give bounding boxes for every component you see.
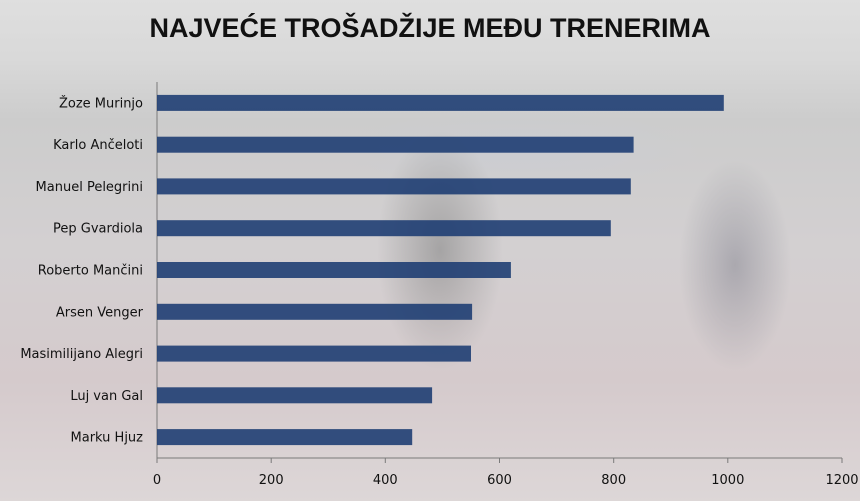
bar-3 — [157, 178, 631, 195]
bar-9 — [157, 429, 413, 446]
x-axis-ticks: 0 200 400 600 800 1000 1200 — [153, 458, 859, 488]
x-tick-label-6: 1000 — [711, 473, 744, 488]
x-tick-label-1: 0 — [153, 473, 161, 488]
category-label-9: Marku Hjuz — [71, 431, 144, 446]
chart-title: NAJVEĆE TROŠADŽIJE MEĐU TRENERIMA — [149, 13, 711, 43]
bar-1 — [157, 94, 724, 111]
category-label-4: Pep Gvardiola — [53, 222, 143, 237]
x-tick-label-2: 200 — [259, 473, 284, 488]
category-label-3: Manuel Pelegrini — [36, 180, 143, 195]
bar-8 — [157, 387, 433, 404]
bar-4 — [157, 220, 611, 237]
category-label-2: Karlo Ančeloti — [53, 138, 143, 153]
bars-group — [157, 94, 724, 446]
x-tick-label-4: 600 — [487, 473, 512, 488]
x-tick-label-7: 1200 — [825, 473, 858, 488]
x-tick-label-3: 400 — [373, 473, 398, 488]
category-label-7: Masimilijano Alegri — [20, 347, 143, 362]
bar-5 — [157, 262, 511, 278]
bar-6 — [157, 303, 473, 320]
x-tick-label-5: 800 — [601, 473, 626, 488]
category-labels: Žoze Murinjo Karlo Ančeloti Manuel Pelegri… — [20, 95, 143, 445]
category-label-1: Žoze Murinjo — [59, 95, 143, 111]
category-label-6: Arsen Venger — [56, 305, 144, 320]
category-label-5: Roberto Mančini — [38, 264, 143, 279]
bar-2 — [157, 136, 634, 153]
category-label-8: Luj van Gal — [70, 389, 143, 404]
bar-7 — [157, 345, 471, 362]
